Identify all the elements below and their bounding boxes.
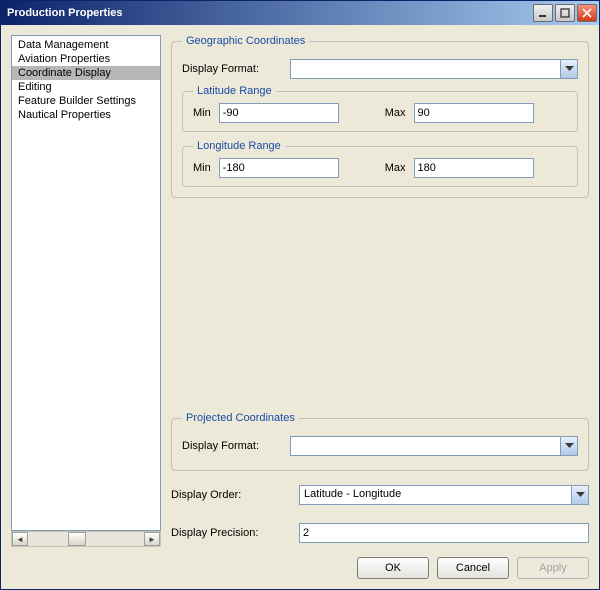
geo-display-format-label: Display Format: (182, 63, 282, 75)
chevron-down-icon (560, 60, 577, 78)
ok-button[interactable]: OK (357, 557, 429, 579)
vertical-spacer (171, 208, 589, 402)
titlebar: Production Properties (1, 1, 599, 25)
display-order-value: Latitude - Longitude (300, 487, 571, 503)
proj-display-format-combo[interactable] (290, 436, 578, 456)
chevron-down-icon (571, 486, 588, 504)
sidebar-item[interactable]: Feature Builder Settings (12, 94, 160, 108)
geo-display-format-combo[interactable] (290, 59, 578, 79)
lat-min-label: Min (193, 107, 211, 119)
lat-max-input[interactable] (414, 103, 534, 123)
lon-max-label: Max (385, 162, 406, 174)
sidebar-item[interactable]: Coordinate Display (12, 66, 160, 80)
projected-coordinates-group: Projected Coordinates Display Format: (171, 412, 589, 471)
cancel-button[interactable]: Cancel (437, 557, 509, 579)
scroll-right-icon[interactable]: ► (144, 532, 160, 546)
window-title: Production Properties (7, 7, 531, 19)
minimize-button[interactable] (533, 4, 553, 22)
lon-max-input[interactable] (414, 158, 534, 178)
lon-min-input[interactable] (219, 158, 339, 178)
latitude-range-group: Latitude Range Min Max (182, 85, 578, 132)
main-area: Data ManagementAviation PropertiesCoordi… (11, 35, 589, 547)
lat-min-input[interactable] (219, 103, 339, 123)
geo-display-format-value (291, 61, 560, 77)
sidebar-item[interactable]: Nautical Properties (12, 108, 160, 122)
sidebar-item[interactable]: Data Management (12, 38, 160, 52)
scroll-track[interactable] (28, 532, 144, 546)
longitude-range-group: Longitude Range Min Max (182, 140, 578, 187)
scroll-left-icon[interactable]: ◄ (12, 532, 28, 546)
proj-display-format-label: Display Format: (182, 440, 282, 452)
dialog-body: Data ManagementAviation PropertiesCoordi… (1, 25, 599, 589)
geographic-legend: Geographic Coordinates (182, 35, 309, 47)
sidebar-item[interactable]: Editing (12, 80, 160, 94)
content-panel: Geographic Coordinates Display Format: (171, 35, 589, 547)
category-list[interactable]: Data ManagementAviation PropertiesCoordi… (11, 35, 161, 531)
close-button[interactable] (577, 4, 597, 22)
sidebar-hscrollbar[interactable]: ◄ ► (11, 531, 161, 547)
latitude-range-legend: Latitude Range (193, 85, 276, 97)
display-precision-label: Display Precision: (171, 527, 291, 539)
projected-legend: Projected Coordinates (182, 412, 299, 424)
dialog-buttons: OK Cancel Apply (11, 547, 589, 579)
geographic-coordinates-group: Geographic Coordinates Display Format: (171, 35, 589, 198)
scroll-thumb[interactable] (68, 532, 86, 546)
longitude-range-legend: Longitude Range (193, 140, 285, 152)
sidebar-item[interactable]: Aviation Properties (12, 52, 160, 66)
lon-min-label: Min (193, 162, 211, 174)
maximize-button[interactable] (555, 4, 575, 22)
display-order-label: Display Order: (171, 489, 291, 501)
apply-button[interactable]: Apply (517, 557, 589, 579)
chevron-down-icon (560, 437, 577, 455)
proj-display-format-value (291, 438, 560, 454)
sidebar-container: Data ManagementAviation PropertiesCoordi… (11, 35, 161, 547)
display-order-combo[interactable]: Latitude - Longitude (299, 485, 589, 505)
display-precision-input[interactable] (299, 523, 589, 543)
lat-max-label: Max (385, 107, 406, 119)
dialog-window: Production Properties Data ManagementAvi… (0, 0, 600, 590)
